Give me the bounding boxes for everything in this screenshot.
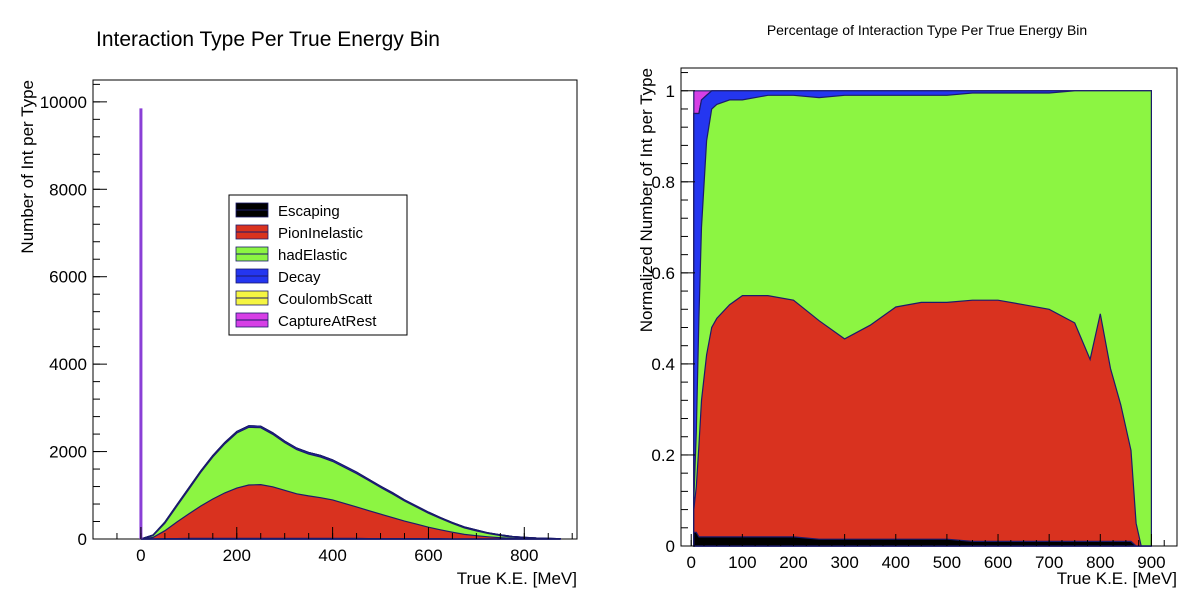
right-y-tick-label: 0.8 <box>651 173 675 192</box>
legend-label-captureatrest: CaptureAtRest <box>278 313 377 330</box>
right-y-tick-label: 0.4 <box>651 355 675 374</box>
left-y-tick-label: 6000 <box>49 268 87 287</box>
right-y-tick-label: 1 <box>666 82 675 101</box>
right-x-tick-label: 0 <box>686 553 695 572</box>
legend-label-pioninelastic: PionInelastic <box>278 225 364 242</box>
right-x-tick-label: 900 <box>1137 553 1165 572</box>
left-y-tick-label: 2000 <box>49 443 87 462</box>
right-x-tick-label: 800 <box>1086 553 1114 572</box>
right-y-axis-label: Normalized Number of Int per Type <box>637 68 656 332</box>
left-area-escaping <box>140 537 561 540</box>
right-x-axis-label: True K.E. [MeV] <box>1057 569 1177 588</box>
right-area-pioninelastic <box>693 295 1152 547</box>
right-x-tick-label: 200 <box>779 553 807 572</box>
right-x-tick-label: 300 <box>830 553 858 572</box>
left-stacked-areas <box>140 425 561 540</box>
left-legend: Escaping PionInelastic hadElastic Decay Coul… <box>228 194 408 336</box>
left-chart: Interaction Type Per True Energy Bin 0 20… <box>18 28 578 588</box>
right-x-tick-label: 400 <box>882 553 910 572</box>
right-x-tick-label: 100 <box>728 553 756 572</box>
left-y-tick-label: 0 <box>78 530 87 549</box>
right-stacked-areas <box>693 90 1152 547</box>
left-chart-title: Interaction Type Per True Energy Bin <box>96 28 440 51</box>
legend-box <box>228 194 408 336</box>
right-x-tick-label: 700 <box>1035 553 1063 572</box>
left-x-tick-label: 800 <box>510 546 538 565</box>
right-axes: 0 100 200 300 400 500 600 700 800 900 0 0.2 0.4 0.6 0.… <box>651 72 1178 572</box>
legend-label-escaping: Escaping <box>278 203 340 220</box>
left-y-tick-label: 8000 <box>49 180 87 199</box>
left-x-tick-label: 0 <box>136 546 145 565</box>
left-x-tick-label: 400 <box>318 546 346 565</box>
left-x-tick-label: 600 <box>414 546 442 565</box>
legend-label-hadelastic: hadElastic <box>278 247 348 264</box>
left-y-tick-label: 4000 <box>49 355 87 374</box>
left-x-tick-label: 200 <box>223 546 251 565</box>
right-x-tick-label: 500 <box>933 553 961 572</box>
legend-label-decay: Decay <box>278 269 321 286</box>
right-area-escaping <box>693 531 1152 547</box>
right-y-tick-label: 0.2 <box>651 446 675 465</box>
left-y-tick-label: 10000 <box>40 93 87 112</box>
right-x-tick-label: 600 <box>984 553 1012 572</box>
left-x-axis-label: True K.E. [MeV] <box>457 569 577 588</box>
right-y-tick-label: 0 <box>666 537 675 556</box>
right-y-tick-label: 0.6 <box>651 264 675 283</box>
right-chart-title: Percentage of Interaction Type Per True … <box>767 22 1087 38</box>
right-chart: Percentage of Interaction Type Per True … <box>637 22 1178 588</box>
left-y-axis-label: Number of Int per Type <box>18 80 37 254</box>
legend-label-coulombscatt: CoulombScatt <box>278 291 373 308</box>
